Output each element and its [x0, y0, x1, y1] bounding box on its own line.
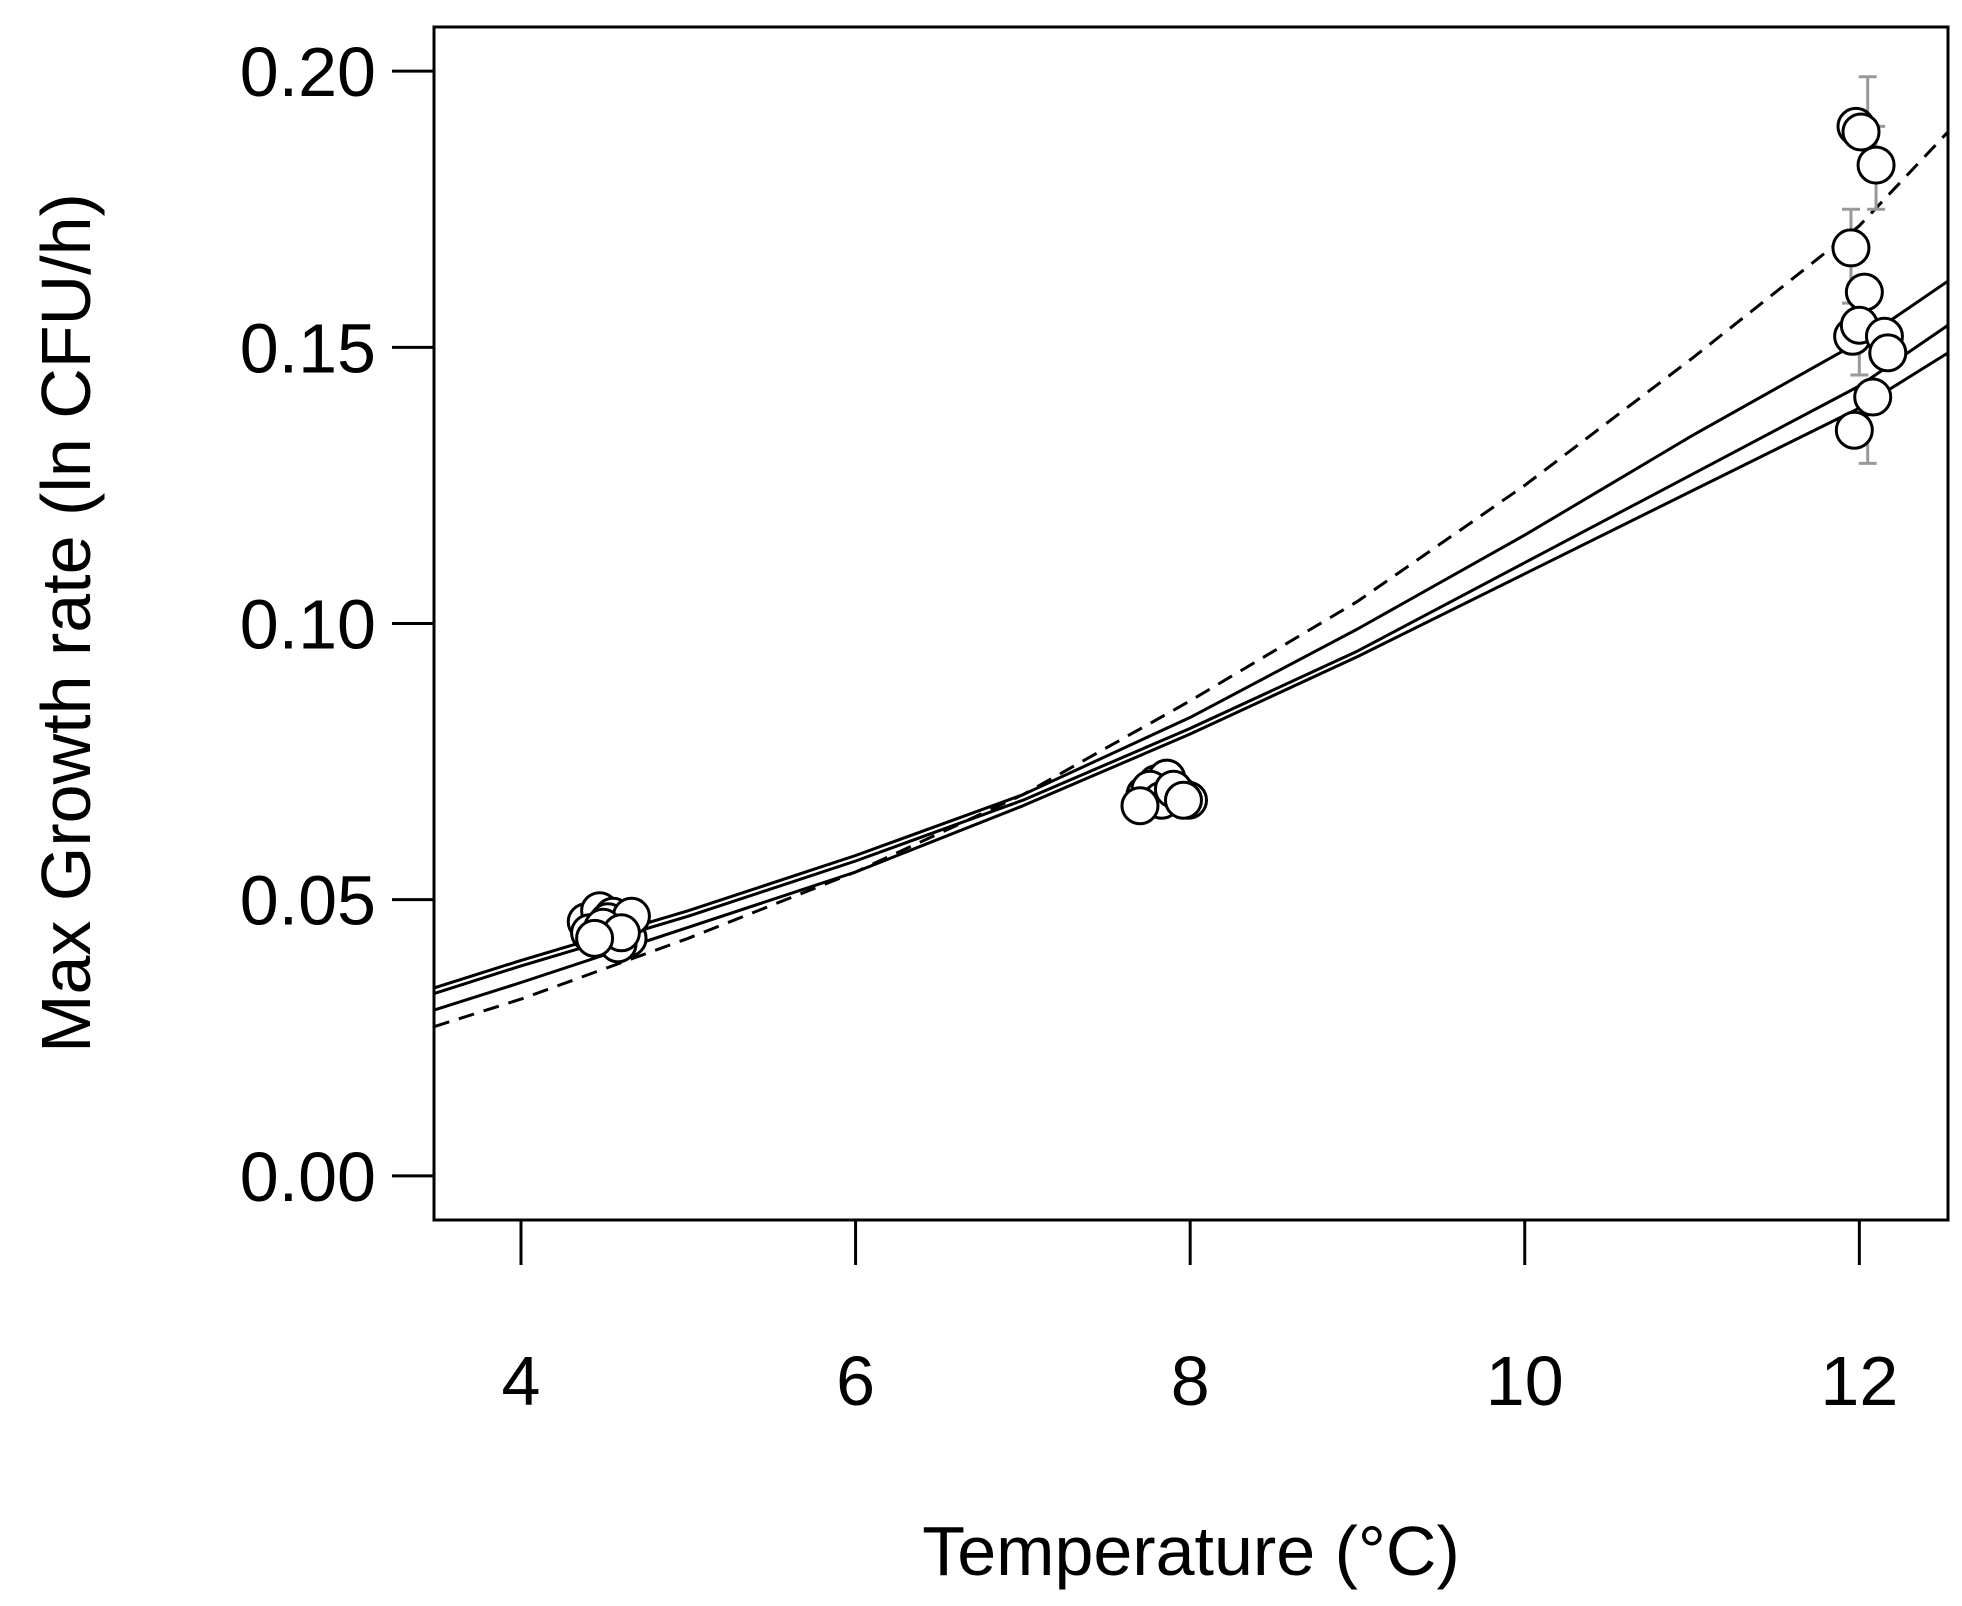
data-point	[1831, 228, 1871, 268]
plot-frame	[432, 25, 1950, 1222]
y-tick-label: 0.00	[240, 1138, 376, 1216]
y-axis-label: Max Growth rate (ln CFU/h)	[27, 193, 105, 1053]
series-line	[434, 130, 1948, 1029]
x-tick-label: 8	[1171, 1342, 1210, 1420]
y-tick-label: 0.15	[240, 309, 376, 387]
series-line	[434, 324, 1948, 996]
x-tick-label: 10	[1486, 1342, 1564, 1420]
x-axis-label: Temperature (°C)	[922, 1512, 1460, 1590]
data-point	[575, 918, 615, 958]
x-axis: 4 6 8 10 12	[502, 1220, 1898, 1420]
data-point	[1841, 112, 1881, 152]
y-tick-label: 0.05	[240, 862, 376, 940]
data-point	[1834, 410, 1874, 450]
x-tick-label: 4	[502, 1342, 541, 1420]
series-line	[434, 279, 1948, 990]
observed-points	[566, 106, 1908, 964]
data-point	[1856, 145, 1896, 185]
y-tick-label: 0.20	[240, 33, 376, 111]
data-point	[1163, 780, 1203, 820]
y-axis: 0.00 0.05 0.10 0.15 0.20	[240, 33, 434, 1216]
y-tick-label: 0.10	[240, 586, 376, 664]
x-tick-label: 6	[836, 1342, 875, 1420]
data-point	[1853, 377, 1893, 417]
data-point	[1844, 272, 1884, 312]
x-tick-label: 12	[1820, 1342, 1898, 1420]
fit-curves	[434, 130, 1948, 1029]
series-line	[434, 351, 1948, 1012]
data-point	[1868, 333, 1908, 373]
data-point	[1120, 786, 1160, 826]
